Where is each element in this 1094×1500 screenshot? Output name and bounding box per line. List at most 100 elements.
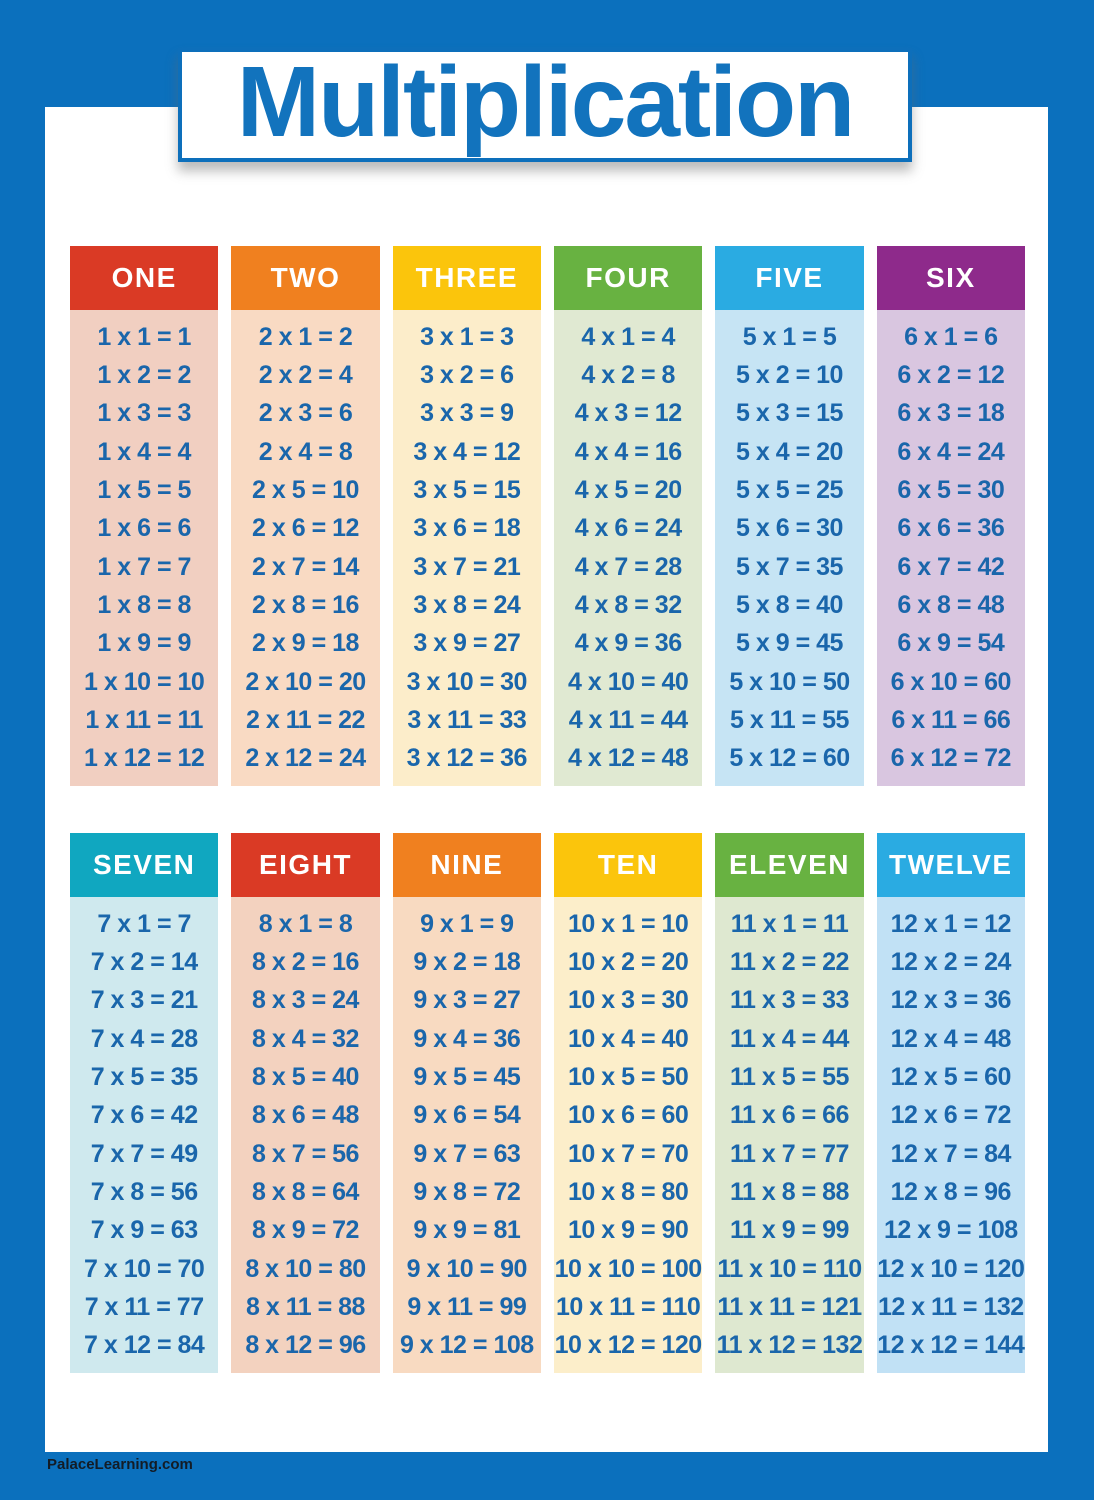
table-body: 1 x 1 = 1 1 x 2 = 2 1 x 3 = 3 1 x 4 = 4 1 x …	[70, 310, 219, 786]
table-body: 8 x 1 = 8 8 x 2 = 16 8 x 3 = 24 8 x 4 = 32 8…	[231, 897, 380, 1373]
table-header: TEN	[553, 833, 703, 897]
fact-cell: 12 x 4 = 48	[890, 1024, 1012, 1053]
fact-cell: 5 x 6 = 30	[736, 514, 843, 543]
fact-cell: 3 x 8 = 24	[413, 590, 521, 619]
fact-cell: 3 x 2 = 6	[420, 360, 514, 389]
table-three: THREE 3 x 1 = 3 3 x 2 = 6 3 x 3 = 9 3 x 4 = …	[392, 246, 541, 786]
fact-cell: 12 x 7 = 84	[890, 1139, 1012, 1168]
table-eleven: ELEVEN 11 x 1 = 11 11 x 2 = 22 11 x 3 = 33 1…	[715, 833, 864, 1373]
fact-cell: 8 x 4 = 32	[252, 1024, 359, 1053]
table-twelve: TWELVE 12 x 1 = 12 12 x 2 = 24 12 x 3 = 36 1…	[876, 833, 1025, 1373]
fact-cell: 9 x 8 = 72	[413, 1177, 521, 1206]
fact-cell: 10 x 2 = 20	[568, 947, 689, 976]
fact-cell: 4 x 2 = 8	[581, 360, 675, 389]
fact-cell: 11 x 6 = 66	[730, 1101, 849, 1130]
fact-cell: 1 x 10 = 10	[84, 667, 205, 696]
fact-cell: 7 x 11 = 77	[84, 1292, 204, 1321]
table-header: TWELVE	[876, 833, 1025, 897]
fact-cell: 9 x 10 = 90	[406, 1254, 528, 1283]
fact-cell: 6 x 1 = 6	[904, 322, 998, 351]
fact-cell: 5 x 10 = 50	[729, 667, 850, 696]
fact-cell: 3 x 7 = 21	[413, 552, 521, 581]
fact-cell: 12 x 5 = 60	[890, 1062, 1012, 1091]
fact-cell: 1 x 5 = 5	[97, 475, 191, 504]
fact-cell: 10 x 9 = 90	[568, 1216, 689, 1245]
fact-cell: 6 x 7 = 42	[897, 552, 1005, 581]
fact-cell: 10 x 7 = 70	[568, 1139, 689, 1168]
fact-cell: 2 x 6 = 12	[252, 514, 359, 543]
fact-cell: 2 x 7 = 14	[252, 552, 359, 581]
table-body: 5 x 1 = 5 5 x 2 = 10 5 x 3 = 15 5 x 4 = 20 5…	[715, 310, 864, 786]
fact-cell: 1 x 2 = 2	[97, 360, 191, 389]
fact-cell: 5 x 2 = 10	[736, 360, 843, 389]
fact-cell: 7 x 6 = 42	[90, 1101, 198, 1130]
fact-cell: 1 x 11 = 11	[85, 705, 203, 734]
fact-cell: 10 x 6 = 60	[568, 1101, 689, 1130]
fact-cell: 11 x 12 = 132	[716, 1331, 863, 1360]
table-header: FIVE	[715, 246, 864, 310]
fact-cell: 5 x 1 = 5	[742, 322, 837, 351]
fact-cell: 4 x 5 = 20	[574, 475, 682, 504]
fact-cell: 8 x 2 = 16	[252, 947, 359, 976]
fact-cell: 2 x 12 = 24	[245, 744, 366, 773]
fact-cell: 6 x 2 = 12	[897, 360, 1005, 389]
table-header: SEVEN	[70, 833, 219, 897]
fact-cell: 7 x 5 = 35	[90, 1062, 198, 1091]
fact-cell: 8 x 3 = 24	[252, 986, 359, 1015]
fact-cell: 8 x 9 = 72	[252, 1216, 359, 1245]
fact-cell: 1 x 6 = 6	[97, 514, 191, 543]
title-box: Multiplication	[178, 48, 912, 162]
fact-cell: 4 x 1 = 4	[581, 322, 675, 351]
fact-cell: 8 x 5 = 40	[252, 1062, 359, 1091]
fact-cell: 9 x 12 = 108	[399, 1331, 534, 1360]
table-eight: EIGHT 8 x 1 = 8 8 x 2 = 16 8 x 3 = 24 8 x 4 …	[231, 833, 380, 1373]
fact-cell: 7 x 2 = 14	[90, 947, 198, 976]
fact-cell: 3 x 12 = 36	[406, 744, 528, 773]
table-header: ONE	[70, 246, 219, 310]
fact-cell: 9 x 1 = 9	[420, 909, 514, 938]
fact-cell: 2 x 4 = 8	[258, 437, 353, 466]
table-body: 4 x 1 = 4 4 x 2 = 8 4 x 3 = 12 4 x 4 = 16 4 …	[553, 310, 703, 786]
fact-cell: 11 x 9 = 99	[730, 1216, 849, 1245]
table-header: FOUR	[553, 246, 703, 310]
fact-cell: 4 x 10 = 40	[568, 667, 689, 696]
fact-cell: 10 x 11 = 110	[555, 1292, 701, 1321]
table-body: 3 x 1 = 3 3 x 2 = 6 3 x 3 = 9 3 x 4 = 12 3 x…	[392, 310, 541, 786]
fact-cell: 9 x 7 = 63	[413, 1139, 521, 1168]
fact-cell: 4 x 12 = 48	[568, 744, 689, 773]
fact-cell: 9 x 6 = 54	[413, 1101, 521, 1130]
fact-cell: 8 x 10 = 80	[245, 1254, 366, 1283]
fact-cell: 2 x 8 = 16	[252, 590, 359, 619]
fact-cell: 4 x 6 = 24	[574, 514, 682, 543]
fact-cell: 12 x 12 = 144	[877, 1331, 1025, 1360]
table-five: FIVE 5 x 1 = 5 5 x 2 = 10 5 x 3 = 15 5 x 4 =…	[715, 246, 864, 786]
fact-cell: 4 x 9 = 36	[574, 629, 682, 658]
table-body: 7 x 1 = 7 7 x 2 = 14 7 x 3 = 21 7 x 4 = 28 7…	[70, 897, 219, 1373]
fact-cell: 11 x 11 = 121	[717, 1292, 862, 1321]
fact-cell: 7 x 3 = 21	[90, 986, 198, 1015]
fact-cell: 6 x 9 = 54	[897, 629, 1005, 658]
fact-cell: 11 x 1 = 11	[730, 909, 849, 938]
fact-cell: 8 x 11 = 88	[246, 1292, 365, 1321]
table-header: EIGHT	[231, 833, 380, 897]
table-header: SIX	[876, 246, 1025, 310]
fact-cell: 2 x 9 = 18	[252, 629, 359, 658]
fact-cell: 8 x 8 = 64	[252, 1177, 359, 1206]
fact-cell: 4 x 11 = 44	[568, 705, 688, 734]
fact-cell: 4 x 8 = 32	[574, 590, 682, 619]
fact-cell: 12 x 6 = 72	[890, 1101, 1012, 1130]
table-ten: TEN 10 x 1 = 10 10 x 2 = 20 10 x 3 = 30 10 x…	[553, 833, 703, 1373]
fact-cell: 7 x 12 = 84	[84, 1331, 205, 1360]
fact-cell: 11 x 2 = 22	[730, 947, 849, 976]
fact-cell: 11 x 5 = 55	[730, 1062, 849, 1091]
fact-cell: 3 x 1 = 3	[420, 322, 514, 351]
fact-cell: 10 x 5 = 50	[568, 1062, 689, 1091]
fact-cell: 5 x 8 = 40	[736, 590, 843, 619]
fact-cell: 11 x 4 = 44	[730, 1024, 849, 1053]
table-body: 6 x 1 = 6 6 x 2 = 12 6 x 3 = 18 6 x 4 = 24 6…	[876, 310, 1025, 786]
fact-cell: 2 x 2 = 4	[258, 360, 353, 389]
fact-cell: 7 x 4 = 28	[90, 1024, 198, 1053]
